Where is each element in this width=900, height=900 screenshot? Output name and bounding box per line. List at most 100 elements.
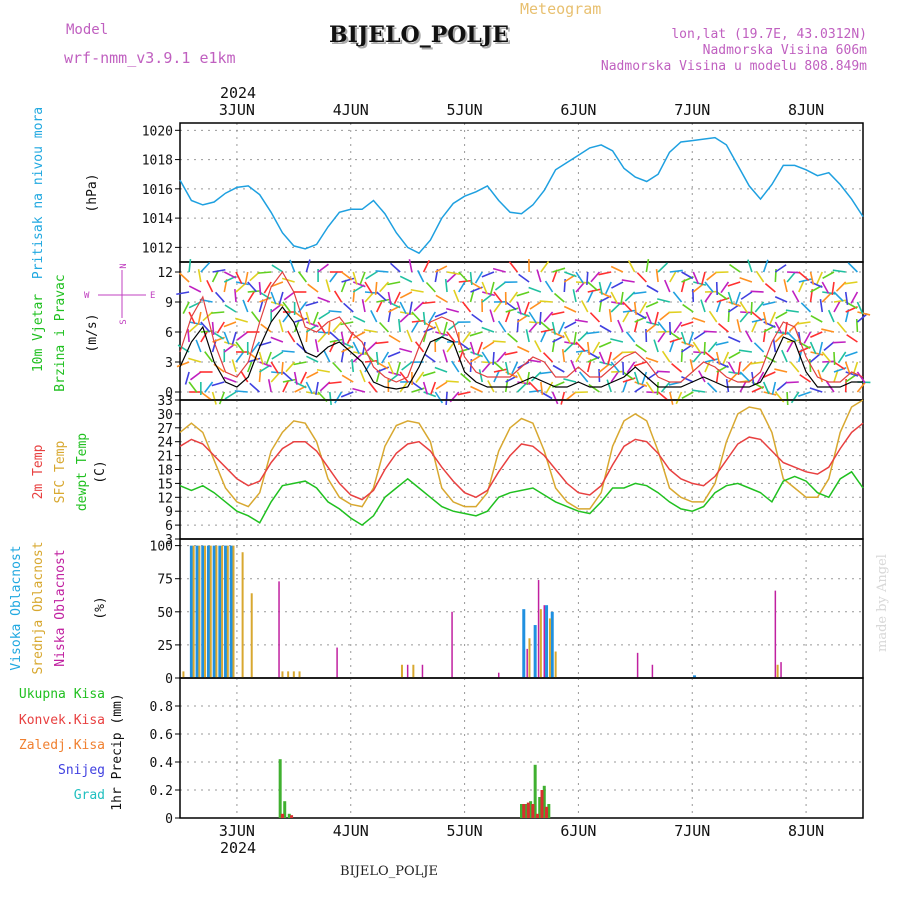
wind-arrow [411, 311, 422, 323]
ytick-label: 3 [165, 533, 173, 548]
wind-arrow [577, 331, 589, 342]
wind-arrow [704, 290, 714, 303]
cloud-mid-bar [528, 638, 531, 678]
wind-arrow [833, 369, 839, 383]
wind-arrow [332, 361, 343, 373]
wind-arrow [481, 293, 493, 303]
wind-arrow [211, 391, 217, 405]
wind-arrow [836, 321, 847, 333]
wind-arrow [790, 391, 800, 404]
ytick-label: 0.6 [150, 728, 173, 743]
ytick-label: 18 [157, 464, 173, 479]
wind-arrow [598, 341, 612, 348]
wind-arrow [657, 321, 667, 333]
wind-arrow [359, 369, 366, 383]
wind-arrow [657, 298, 671, 303]
wind-arrow [716, 291, 728, 301]
wind-arrow [319, 381, 331, 392]
wind-arrow [707, 341, 718, 353]
wind-arrow [551, 269, 558, 283]
wind-arrow [529, 389, 543, 393]
wind-arrow [218, 391, 226, 405]
wind-arrow [659, 311, 671, 321]
wind-arrow [739, 277, 753, 283]
wind-arrow [833, 291, 844, 302]
altitude-text: Nadmorska Visina 606m [703, 43, 868, 58]
wind-arrow [727, 281, 741, 287]
compass-w: W [84, 291, 90, 301]
wind-arrow [361, 299, 366, 313]
cloud-high-bar [189, 545, 193, 678]
wind-arrow [634, 381, 648, 387]
wind-arrow [187, 328, 190, 343]
wind-arrow [508, 261, 519, 273]
cloud-high-bar [212, 545, 216, 678]
wind-arrow [188, 322, 200, 333]
wind-arrow [827, 309, 835, 323]
wind-arrow [387, 361, 395, 375]
wind-arrow [481, 326, 495, 333]
wind-arrow [551, 391, 559, 405]
wind-arrow [247, 281, 258, 293]
wind-arrow [692, 351, 703, 363]
wind-arrow [379, 281, 390, 293]
wind-arrow [231, 331, 237, 345]
wind-arrow [645, 301, 659, 308]
wind-arrow [837, 351, 847, 364]
wind-arrow [188, 311, 196, 325]
ytick-label: 50 [157, 606, 173, 621]
wind-arrow [224, 341, 237, 347]
precip-total-bar [542, 785, 546, 818]
wind-compass: W E N S [84, 263, 155, 324]
pressure-line [179, 136, 864, 255]
wind-arrow [786, 331, 797, 342]
cloud-high-bar [224, 545, 228, 678]
wind-arrow [446, 271, 460, 276]
wind-arrow [401, 361, 413, 371]
wind-arrow [516, 291, 530, 297]
wind-arrow [340, 279, 347, 293]
wind-arrow [580, 300, 589, 313]
wind-arrow [704, 281, 714, 293]
cloud-mid-bar [232, 545, 235, 678]
wind-arrow [387, 351, 401, 358]
wind-arrow [451, 360, 460, 373]
cloud-panel: Visoka Oblacnost Srednja Oblacnost Niska… [9, 538, 864, 687]
wind-arrow [800, 302, 812, 313]
wind-arrow [271, 351, 284, 360]
wind-arrow [399, 291, 413, 299]
precip-total-bar [287, 813, 291, 818]
cloud-low-bar [406, 664, 409, 678]
wind-arrow [424, 353, 436, 363]
wind-arrow [774, 321, 783, 334]
wind-arrow [708, 310, 718, 323]
wind-arrow [328, 381, 342, 385]
pressure-ylabel: Pritisak na nivou mora [31, 107, 46, 279]
wind-arrow [416, 270, 425, 283]
ytick-label: 0.2 [150, 784, 173, 799]
wind-arrow [682, 303, 694, 313]
wind-arrow [259, 291, 271, 300]
wind-arrow [727, 335, 741, 343]
wind-arrow [728, 301, 742, 307]
wind-arrow [661, 350, 671, 363]
ytick-label: 75 [157, 573, 173, 588]
wind-arrow [176, 291, 190, 296]
wind-arrow [693, 281, 707, 286]
wind-arrow [411, 381, 423, 391]
wind-arrow [680, 331, 687, 345]
cloud-unit: (%) [93, 596, 108, 619]
wind-arrow [526, 371, 530, 385]
wind-arrow [598, 363, 611, 373]
wind-arrow [627, 260, 636, 273]
wind-arrow [197, 269, 202, 283]
cloud-mid-bar [221, 545, 224, 678]
wind-arrow [374, 281, 378, 296]
cloud-mid-bar [298, 671, 301, 678]
wind-arrow [622, 310, 631, 323]
wind-arrow [425, 281, 436, 293]
wind-arrow [544, 280, 554, 293]
wind-arrow [364, 291, 375, 303]
wind-arrow [818, 341, 824, 355]
wind-arrow [657, 391, 669, 401]
